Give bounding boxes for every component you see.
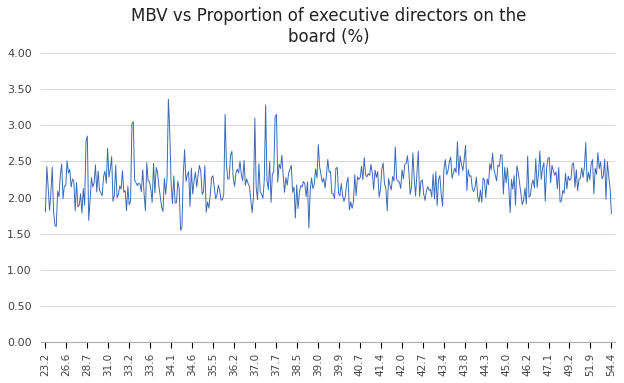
Title: MBV vs Proportion of executive directors on the
board (%): MBV vs Proportion of executive directors… (131, 7, 526, 46)
